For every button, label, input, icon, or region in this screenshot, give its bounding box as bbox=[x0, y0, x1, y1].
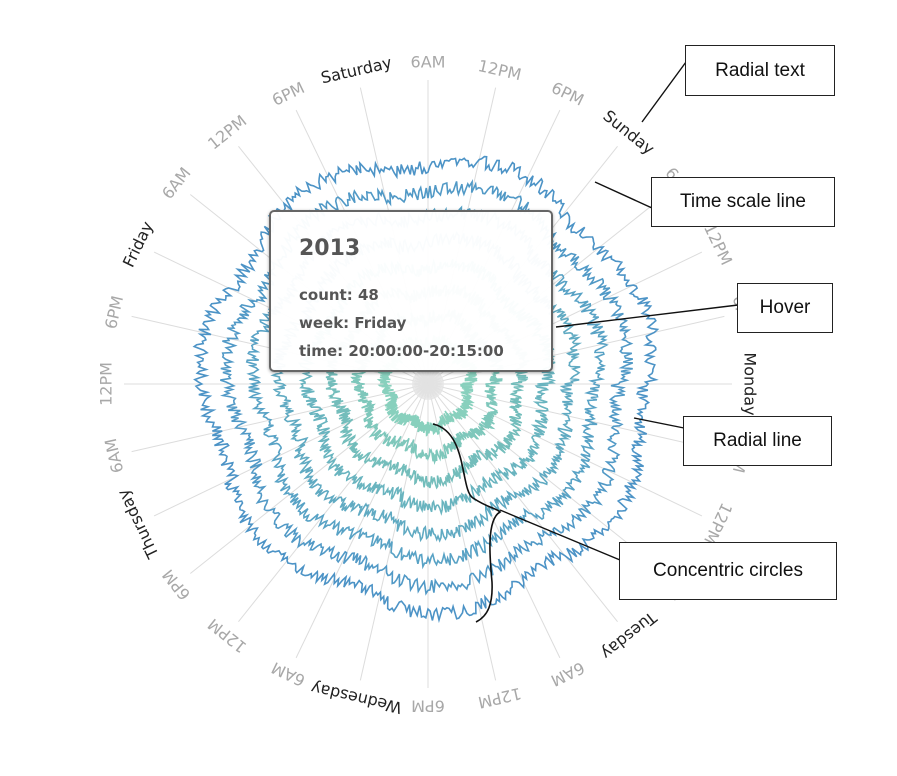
radial-line-r7[interactable] bbox=[219, 179, 634, 596]
callout-radial-text: Radial text bbox=[685, 45, 835, 96]
time-label: 6PM bbox=[548, 78, 587, 110]
annotation-pointers bbox=[432, 61, 739, 623]
time-label: 12PM bbox=[204, 615, 250, 657]
day-label-sunday: Sunday bbox=[599, 106, 658, 158]
brace-concentric bbox=[432, 423, 502, 623]
center-spoke bbox=[427, 382, 444, 385]
callout-time-scale-line: Time scale line bbox=[651, 177, 835, 227]
pointer-radial-text bbox=[641, 61, 687, 123]
tooltip-week: week: Friday bbox=[299, 314, 407, 332]
time-label: 6PM bbox=[158, 566, 194, 604]
time-label: 6AM bbox=[158, 164, 195, 203]
day-label-tuesday: Tuesday bbox=[597, 607, 661, 663]
time-scale-line bbox=[434, 387, 703, 517]
time-scale-line bbox=[429, 391, 497, 681]
time-scale-line bbox=[190, 388, 423, 574]
hover-tooltip: 2013 count: 48 week: Friday time: 20:00:… bbox=[269, 210, 553, 372]
callout-hover: Hover bbox=[737, 283, 833, 333]
pointer-concentric bbox=[499, 509, 621, 561]
time-label: 12PM bbox=[204, 111, 250, 153]
day-label-wednesday: Wednesday bbox=[309, 678, 404, 717]
time-scale-line bbox=[295, 390, 425, 659]
time-scale-line bbox=[238, 389, 424, 622]
time-scale-line bbox=[131, 385, 421, 453]
pointer-radial-line bbox=[633, 417, 685, 429]
time-label: 12PM bbox=[476, 56, 523, 84]
day-label-friday: Friday bbox=[119, 218, 157, 270]
time-scale-line bbox=[435, 385, 725, 453]
time-label: 12PM bbox=[700, 500, 736, 548]
day-label-thursday: Thursday bbox=[113, 486, 163, 562]
pointer-hover bbox=[555, 304, 739, 328]
time-scale-line bbox=[432, 389, 618, 622]
day-label-saturday: Saturday bbox=[319, 53, 394, 88]
time-label: 6AM bbox=[548, 658, 588, 690]
time-scale-line bbox=[359, 391, 427, 681]
time-label: 6AM bbox=[268, 658, 308, 690]
tooltip-time: time: 20:00:00-20:15:00 bbox=[299, 342, 504, 360]
time-label: 6PM bbox=[269, 78, 308, 110]
tooltip-count: count: 48 bbox=[299, 286, 379, 304]
time-label: 6PM bbox=[411, 697, 445, 716]
callout-radial-line: Radial line bbox=[683, 416, 832, 466]
time-label: 6AM bbox=[411, 53, 446, 72]
radial-line-r8[interactable] bbox=[192, 155, 660, 624]
day-label-monday: Monday bbox=[741, 352, 760, 415]
time-label: 12PM bbox=[700, 220, 736, 268]
time-label: 6PM bbox=[101, 294, 127, 331]
time-scale-line bbox=[153, 387, 422, 517]
time-label: 12PM bbox=[476, 684, 523, 712]
tooltip-title: 2013 bbox=[299, 236, 361, 261]
callout-concentric-circles: Concentric circles bbox=[619, 542, 837, 600]
pointer-time-scale bbox=[594, 181, 653, 209]
time-scale-line bbox=[431, 390, 561, 659]
time-label: 6AM bbox=[101, 437, 127, 475]
time-label: 12PM bbox=[97, 362, 116, 406]
